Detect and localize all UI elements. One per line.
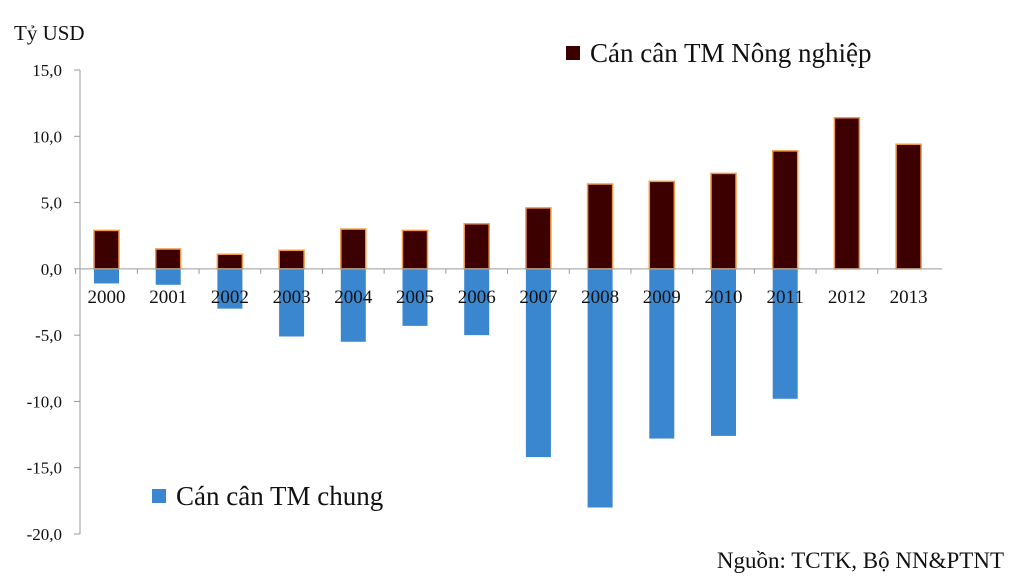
bar-agriculture-2008 bbox=[586, 183, 614, 270]
bar-agriculture-2011 bbox=[771, 150, 799, 270]
bar-agriculture-2009 bbox=[648, 180, 676, 270]
bar-general-2010 bbox=[711, 268, 736, 436]
bar-general-2001 bbox=[155, 268, 181, 285]
x-tick-label-2013: 2013 bbox=[890, 287, 928, 308]
bar-general-2003 bbox=[279, 268, 305, 337]
y-tick-label: -10,0 bbox=[27, 392, 62, 411]
bar-general-2009 bbox=[649, 268, 675, 439]
bar-general-2000 bbox=[94, 268, 119, 284]
x-tick-label-2011: 2011 bbox=[767, 287, 804, 308]
bar-general-2011 bbox=[772, 268, 798, 399]
x-tick-label-2000: 2000 bbox=[88, 287, 126, 308]
x-tick-label-2002: 2002 bbox=[211, 287, 249, 308]
bar-agriculture-2004 bbox=[340, 228, 367, 270]
x-tick-label-2001: 2001 bbox=[149, 287, 187, 308]
bar-agriculture-2007 bbox=[525, 207, 552, 270]
bar-agriculture-2013 bbox=[895, 143, 922, 270]
bar-agriculture-2000 bbox=[93, 229, 120, 270]
x-tick-label-2009: 2009 bbox=[643, 287, 681, 308]
bar-agriculture-2002 bbox=[216, 253, 244, 270]
legend-top: Cán cân TM Nông nghiệp bbox=[566, 38, 871, 68]
y-tick-label: 5,0 bbox=[41, 194, 62, 213]
x-tick-label-2012: 2012 bbox=[828, 287, 866, 308]
bar-agriculture-2005 bbox=[401, 229, 429, 270]
x-tick-label-2008: 2008 bbox=[581, 287, 619, 308]
bar-agriculture-2003 bbox=[278, 249, 305, 270]
x-axis: 2000 2001 2002 2003 2004 2005 2006 2007 2008 2009… bbox=[75, 268, 942, 308]
bar-agriculture-2001 bbox=[154, 248, 182, 270]
bar-agriculture-2006 bbox=[463, 223, 490, 270]
x-tick-label-2004: 2004 bbox=[334, 287, 373, 308]
y-tick-label: 0,0 bbox=[41, 260, 62, 279]
bar-general-2006 bbox=[464, 268, 490, 336]
y-tick-label: -15,0 bbox=[27, 459, 62, 478]
legend-swatch-general bbox=[152, 489, 166, 503]
y-tick-label: 10,0 bbox=[32, 127, 62, 146]
bar-general-2007 bbox=[525, 268, 551, 458]
legend-bottom: Cán cân TM chung bbox=[152, 481, 383, 511]
y-tick-label: 15,0 bbox=[32, 61, 62, 80]
x-tick-label-2003: 2003 bbox=[273, 287, 311, 308]
y-tick-label: -20,0 bbox=[27, 525, 62, 544]
bar-general-2008 bbox=[587, 268, 613, 508]
source-note: Nguồn: TCTK, Bộ NN&PTNT bbox=[717, 548, 1004, 573]
bar-agriculture-2012 bbox=[833, 116, 861, 270]
bars bbox=[93, 116, 922, 508]
bar-general-2004 bbox=[340, 268, 366, 342]
legend-label-general: Cán cân TM chung bbox=[176, 481, 383, 511]
x-tick-label-2005: 2005 bbox=[396, 287, 434, 308]
legend-label-agriculture: Cán cân TM Nông nghiệp bbox=[590, 38, 871, 68]
legend-swatch-agriculture bbox=[566, 46, 580, 60]
y-axis: 15,0 10,0 5,0 0,0 -5,0 -10,0 -15,0 -20,0 bbox=[27, 61, 81, 544]
x-tick-label-2006: 2006 bbox=[458, 287, 496, 308]
y-axis-label: Tỷ USD bbox=[14, 21, 85, 45]
bar-agriculture-2010 bbox=[710, 172, 737, 270]
y-tick-label: -5,0 bbox=[35, 326, 62, 345]
bar-general-2002 bbox=[217, 268, 243, 309]
x-tick-label-2010: 2010 bbox=[705, 287, 743, 308]
x-tick-label-2007: 2007 bbox=[519, 287, 557, 308]
bar-general-2005 bbox=[402, 268, 428, 326]
